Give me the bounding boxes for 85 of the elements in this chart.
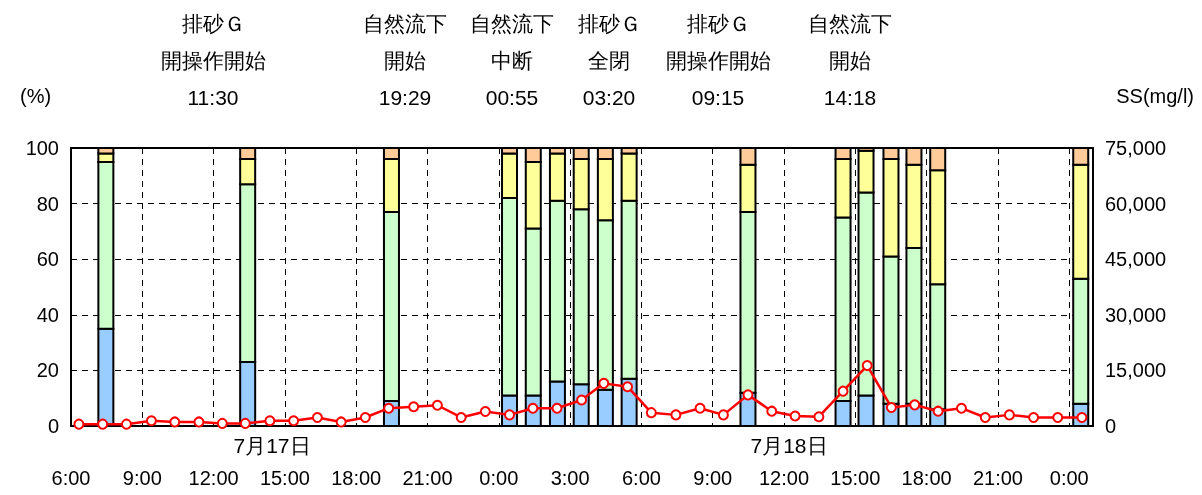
x-tick-label: 15:00 bbox=[259, 467, 310, 489]
point bbox=[169, 416, 181, 428]
point bbox=[861, 360, 873, 372]
text: 排砂Ｇ bbox=[181, 11, 245, 35]
y2-tick-label: 0 bbox=[1105, 415, 1117, 437]
x-tick-label: 21:00 bbox=[402, 467, 453, 489]
point bbox=[1028, 411, 1040, 423]
x-tick-label: 21:00 bbox=[972, 467, 1023, 489]
point bbox=[598, 377, 610, 389]
point bbox=[789, 410, 801, 422]
text: 開始 bbox=[829, 48, 871, 72]
y2-axis-title: SS(mg/l) bbox=[1116, 85, 1195, 107]
point bbox=[956, 402, 967, 414]
y-tick-label: 0 bbox=[47, 415, 59, 437]
text: 7月18日 bbox=[750, 433, 828, 457]
point bbox=[120, 418, 132, 430]
x-tick-label: 3:00 bbox=[550, 467, 590, 489]
text: 排砂Ｇ bbox=[686, 11, 750, 35]
point bbox=[311, 411, 323, 423]
y2-tick-label: 60,000 bbox=[1105, 192, 1167, 215]
text: 中断 bbox=[491, 48, 533, 72]
x-tick-label: 9:00 bbox=[122, 467, 162, 489]
x-tick-label: 18:00 bbox=[331, 467, 382, 489]
point bbox=[73, 418, 85, 430]
point bbox=[431, 399, 443, 411]
point bbox=[335, 416, 347, 428]
point bbox=[239, 417, 251, 429]
text: 03:20 bbox=[582, 85, 636, 109]
point bbox=[766, 405, 778, 417]
y2-tick-label: 30,000 bbox=[1105, 303, 1167, 326]
x-tick-label: 6:00 bbox=[621, 467, 661, 489]
point bbox=[670, 409, 682, 421]
point bbox=[145, 415, 157, 427]
x-tick-label: 0:00 bbox=[479, 467, 519, 489]
y2-tick-label: 45,000 bbox=[1105, 248, 1167, 271]
text: 開始 bbox=[384, 48, 426, 72]
point bbox=[717, 409, 729, 421]
x-tick-label: 18:00 bbox=[901, 467, 952, 489]
text: 排砂Ｇ bbox=[577, 11, 641, 35]
point bbox=[408, 401, 420, 413]
point bbox=[909, 399, 921, 411]
point bbox=[193, 416, 205, 428]
text: 自然流下 bbox=[808, 11, 892, 35]
point bbox=[694, 402, 706, 414]
text: 7月17日 bbox=[233, 433, 311, 457]
x-tick-label: 12:00 bbox=[188, 467, 239, 489]
y-tick-label: 80 bbox=[36, 192, 59, 215]
y-axis-title: (%) bbox=[20, 85, 52, 107]
point bbox=[455, 411, 467, 423]
point bbox=[359, 411, 371, 423]
point bbox=[837, 385, 849, 397]
y2-tick-label: 75,000 bbox=[1105, 137, 1167, 159]
text: 開操作開始 bbox=[665, 48, 771, 72]
text: 09:15 bbox=[691, 85, 745, 109]
y-tick-label: 20 bbox=[36, 359, 59, 382]
point bbox=[885, 401, 897, 413]
text: 19:29 bbox=[378, 85, 432, 109]
text: 11:30 bbox=[187, 85, 239, 109]
point bbox=[742, 389, 754, 401]
y-tick-label: 60 bbox=[36, 248, 59, 271]
x-tick-label: 9:00 bbox=[693, 467, 733, 489]
text: 14:18 bbox=[823, 85, 877, 109]
point bbox=[97, 418, 109, 430]
point bbox=[979, 411, 991, 423]
point bbox=[216, 417, 228, 429]
point bbox=[1052, 411, 1064, 423]
x-tick-label: 12:00 bbox=[758, 467, 810, 489]
text: 全閉 bbox=[588, 48, 630, 72]
y-tick-label: 100 bbox=[25, 137, 59, 159]
x-tick-label: 15:00 bbox=[830, 467, 881, 489]
y-tick-label: 40 bbox=[36, 303, 59, 326]
point bbox=[1003, 409, 1015, 421]
point bbox=[622, 381, 634, 393]
y2-tick-label: 15,000 bbox=[1105, 359, 1167, 382]
point bbox=[645, 407, 657, 419]
x-tick-label: 0:00 bbox=[1049, 467, 1089, 489]
text: 00:55 bbox=[485, 85, 539, 109]
text: 自然流下 bbox=[363, 11, 447, 35]
x-tick-label: 6:00 bbox=[51, 467, 91, 489]
point bbox=[264, 415, 276, 427]
point bbox=[813, 411, 825, 423]
text: 自然流下 bbox=[470, 11, 554, 35]
point bbox=[479, 406, 491, 418]
text: 開操作開始 bbox=[160, 48, 266, 72]
point bbox=[288, 415, 300, 427]
